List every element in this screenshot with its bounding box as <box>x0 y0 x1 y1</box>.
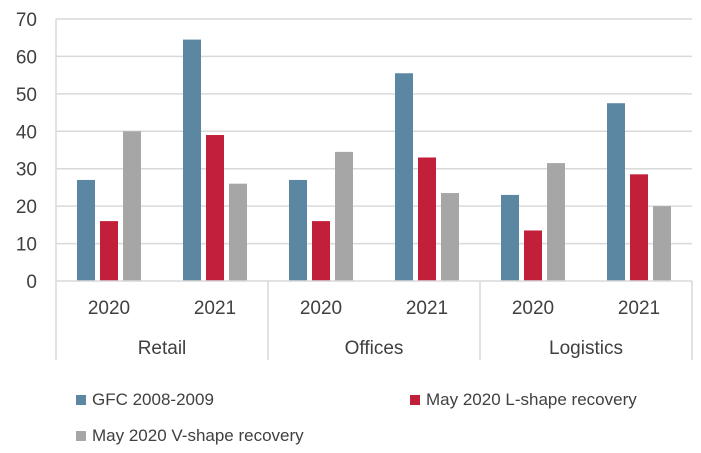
bar-series1-cat5 <box>630 174 648 281</box>
y-tick-label-2: 20 <box>16 197 37 218</box>
group-label-1: Offices <box>345 338 404 359</box>
x-tick-label-2: 2020 <box>300 298 342 319</box>
bar-series1-cat4 <box>524 230 542 281</box>
gridlines <box>56 18 692 245</box>
y-tick-label-0: 0 <box>26 272 37 293</box>
y-axis-ticks: 0 10 20 30 40 50 60 70 <box>16 10 37 293</box>
legend-label-2: May 2020 V-shape recovery <box>92 426 304 445</box>
legend-item-1: May 2020 L-shape recovery <box>410 390 637 410</box>
bar-series0-cat5 <box>607 103 625 281</box>
x-tick-label-1: 2021 <box>194 298 236 319</box>
x-tick-label-3: 2021 <box>406 298 448 319</box>
bar-series1-cat2 <box>312 221 330 281</box>
bar-series1-cat1 <box>206 135 224 281</box>
legend-swatch-2 <box>76 431 86 441</box>
bar-series2-cat2 <box>335 151 353 281</box>
legend-item-2: May 2020 V-shape recovery <box>76 426 304 446</box>
bar-series0-cat2 <box>289 179 307 281</box>
bar-series2-cat1 <box>229 183 247 281</box>
y-tick-label-5: 50 <box>16 85 37 106</box>
x-tick-label-0: 2020 <box>88 298 130 319</box>
group-label-0: Retail <box>138 338 187 359</box>
bar-series2-cat4 <box>547 163 565 281</box>
legend-swatch-1 <box>410 395 420 405</box>
bar-series0-cat1 <box>183 39 201 282</box>
bar-series0-cat0 <box>77 179 95 281</box>
bar-series1-cat0 <box>100 221 118 281</box>
legend-swatch-0 <box>76 395 86 405</box>
y-tick-label-1: 10 <box>16 235 37 256</box>
bar-series2-cat5 <box>653 206 671 281</box>
group-label-2: Logistics <box>549 338 623 359</box>
bar-series2-cat0 <box>123 131 141 281</box>
y-tick-label-6: 60 <box>16 47 37 68</box>
x-tick-label-5: 2021 <box>618 298 660 319</box>
legend-label-1: May 2020 L-shape recovery <box>426 390 637 409</box>
y-tick-label-3: 30 <box>16 160 37 181</box>
legend-item-0: GFC 2008-2009 <box>76 390 214 410</box>
y-tick-label-4: 40 <box>16 122 37 143</box>
bar-series1-cat3 <box>418 157 436 281</box>
bar-series0-cat3 <box>395 73 413 282</box>
y-tick-label-7: 70 <box>16 10 37 31</box>
x-tick-label-4: 2020 <box>512 298 554 319</box>
bars <box>77 39 671 282</box>
legend-label-0: GFC 2008-2009 <box>92 390 214 409</box>
bar-series2-cat3 <box>441 193 459 281</box>
bar-series0-cat4 <box>501 194 519 281</box>
